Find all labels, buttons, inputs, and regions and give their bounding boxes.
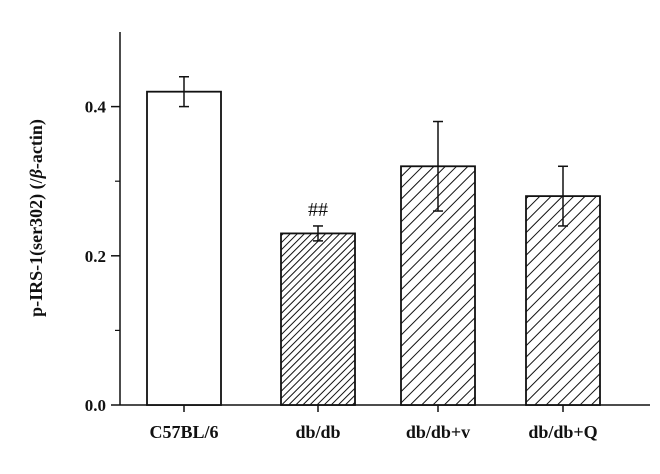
category-label: db/db+Q [528,422,597,442]
y-ticks: 0.0 0.2 0.4 [85,98,120,415]
y-axis-label-tail: -actin) [26,119,47,169]
category-label: db/db+v [406,422,470,442]
y-axis-label-main: p-IRS-1(ser302) (/ [26,177,47,316]
y-tick-label: 0.2 [85,247,106,266]
bar [280,232,356,406]
y-tick-label: 0.0 [85,396,106,415]
y-tick-label: 0.4 [85,98,107,117]
bar [146,90,222,406]
annotations: ## [308,199,328,221]
error-bars [179,76,568,242]
category-label: db/db [295,422,340,442]
category-label: C57BL/6 [149,422,218,442]
y-axis-label-greek: β [26,168,46,179]
y-axis-label: p-IRS-1(ser302) (/β-actin) [26,119,47,317]
bars [146,90,601,406]
bar [525,195,601,406]
significance-annotation: ## [308,199,328,221]
category-labels: C57BL/6 db/db db/db+v db/db+Q [149,405,598,442]
